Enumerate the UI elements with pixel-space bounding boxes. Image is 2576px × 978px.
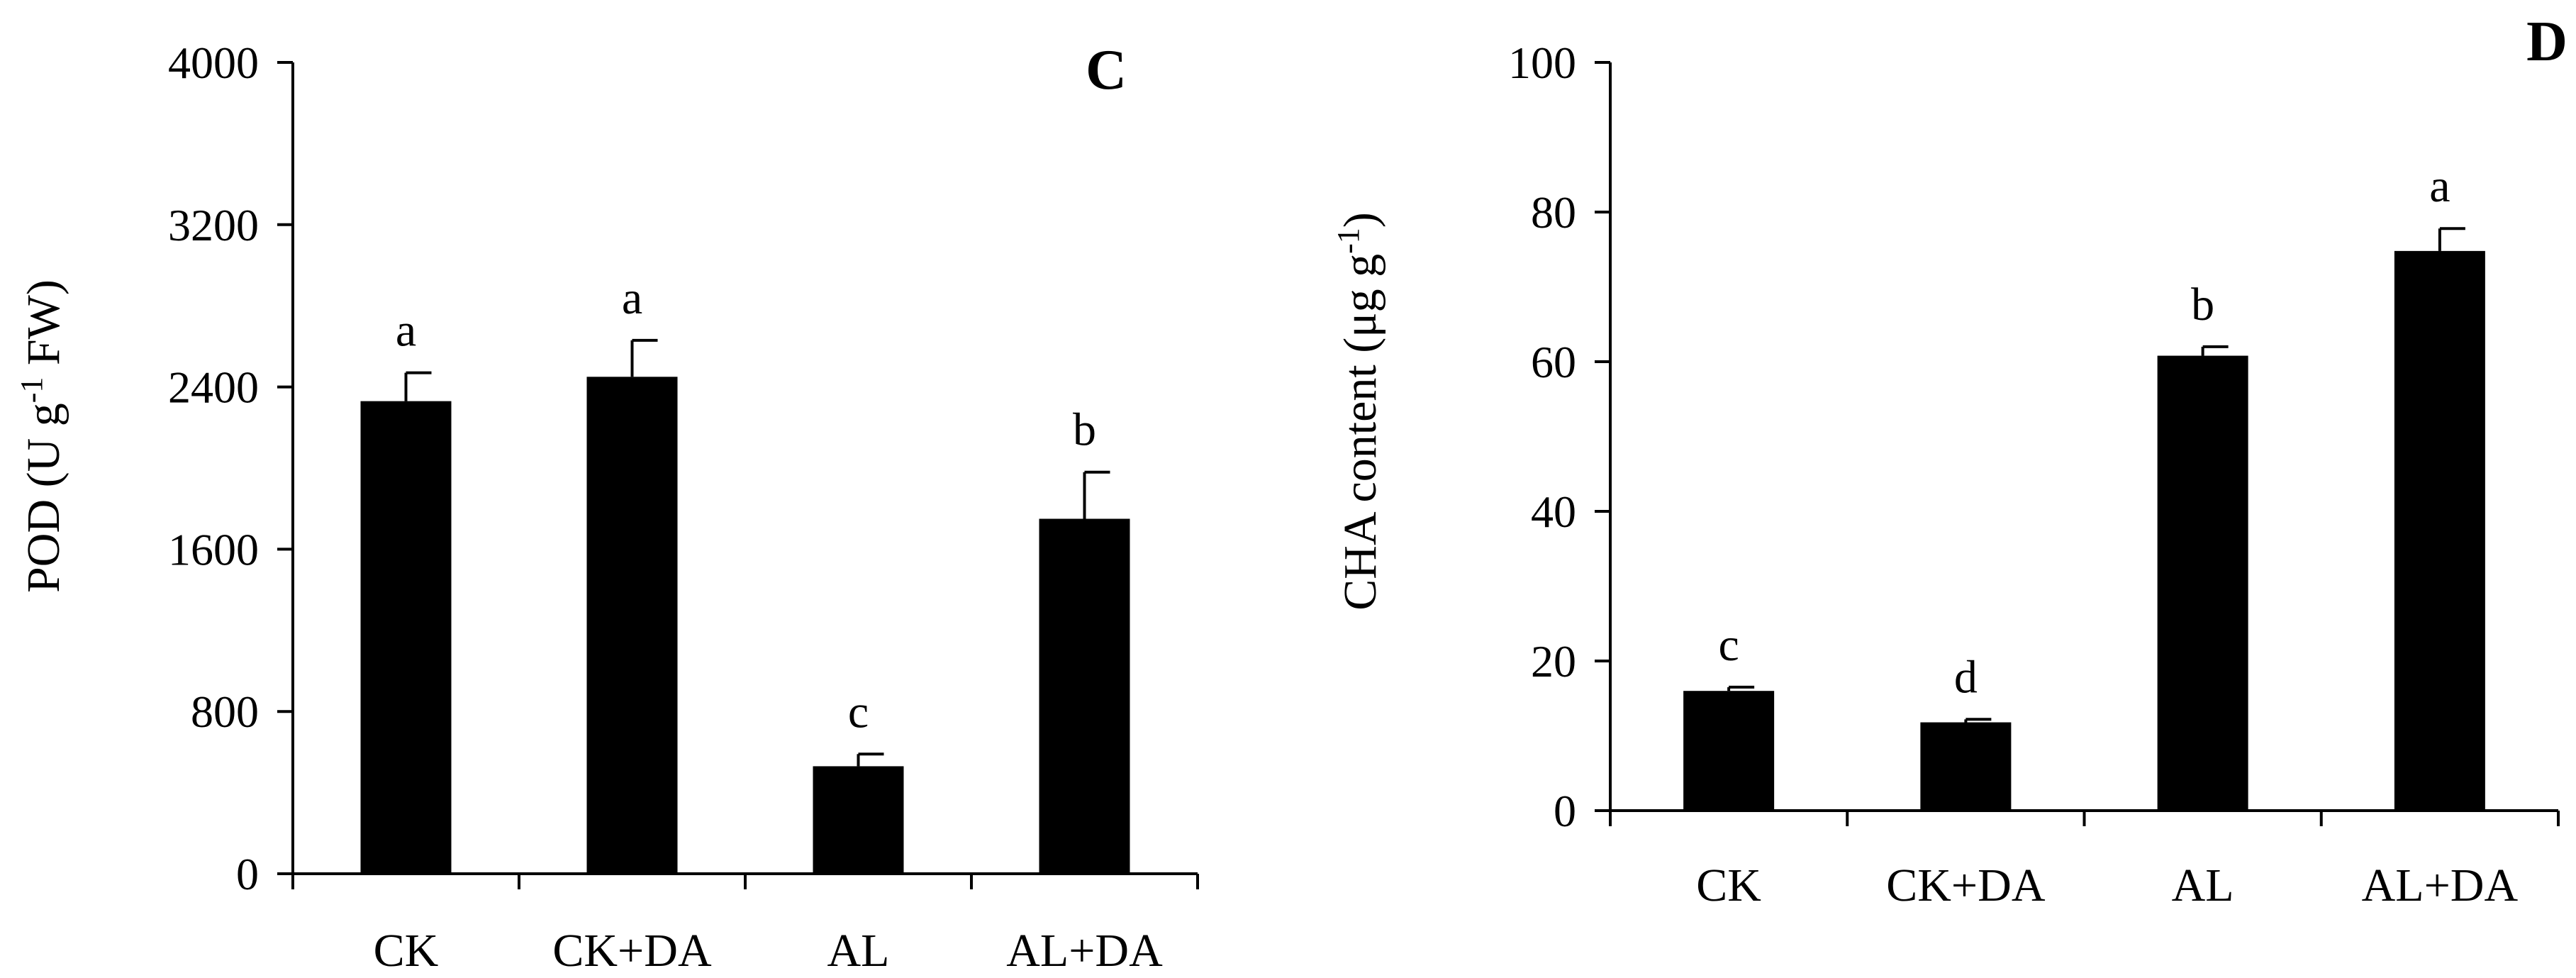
significance-letter: b [2191,279,2214,330]
x-category-label: AL [2172,860,2234,911]
y-tick-label: 60 [1531,337,1576,387]
bar-ck [360,401,452,874]
significance-letter: c [1718,619,1739,671]
x-category-label: AL+DA [2362,860,2519,911]
significance-letter: c [848,686,869,738]
significance-letter: a [2429,160,2450,212]
x-category-label: CK [1696,860,1761,911]
x-category-label: AL+DA [1006,925,1163,977]
x-category-label: AL [827,925,890,977]
bar-ck-da [1920,722,2012,811]
bar-ck [1683,691,1775,811]
x-category-label: CK+DA [552,925,712,977]
bar-ck-da [586,377,678,874]
significance-letter: a [622,272,642,324]
bar-al [813,766,904,874]
significance-letter: b [1073,404,1096,456]
y-tick-label: 2400 [168,362,259,413]
bar-marks-d: 0 20 40 60 80 100 c CK d CK+DA b AL a AL+DA [1508,38,2560,911]
chart-panel-c: C POD (U g-1 FW) 0 800 1600 2400 3200 4000 a CK… [14,38,1199,977]
y-tick-label: 40 [1531,487,1576,537]
y-tick-label: 20 [1531,636,1576,687]
bar-al [2157,355,2248,811]
y-axis-label-cha: CHA content (μg g-1) [1331,212,1386,610]
y-tick-label: 800 [191,687,259,737]
y-tick-label: 100 [1508,38,1576,88]
bar-marks-c: 0 800 1600 2400 3200 4000 a CK a CK+DA c AL b AL+DA [168,38,1199,977]
bar-al-da [2394,250,2485,811]
x-category-label: CK [374,925,439,977]
y-tick-label: 0 [1554,786,1576,836]
chart-panel-d: D CHA content (μg g-1) 0 20 40 60 80 100 c CK d C… [1331,11,2567,911]
y-tick-label: 3200 [168,200,259,250]
y-tick-label: 80 [1531,187,1576,238]
y-tick-label: 0 [236,849,259,899]
y-tick-label: 1600 [168,524,259,574]
y-tick-label: 4000 [168,38,259,88]
panel-label-c: C [1086,39,1127,101]
significance-letter: d [1954,651,1978,703]
bar-al-da [1039,518,1130,874]
panel-label-d: D [2526,11,2567,73]
significance-letter: a [396,305,416,357]
x-category-label: CK+DA [1886,860,2046,911]
y-axis-label-pod: POD (U g-1 FW) [14,279,69,593]
